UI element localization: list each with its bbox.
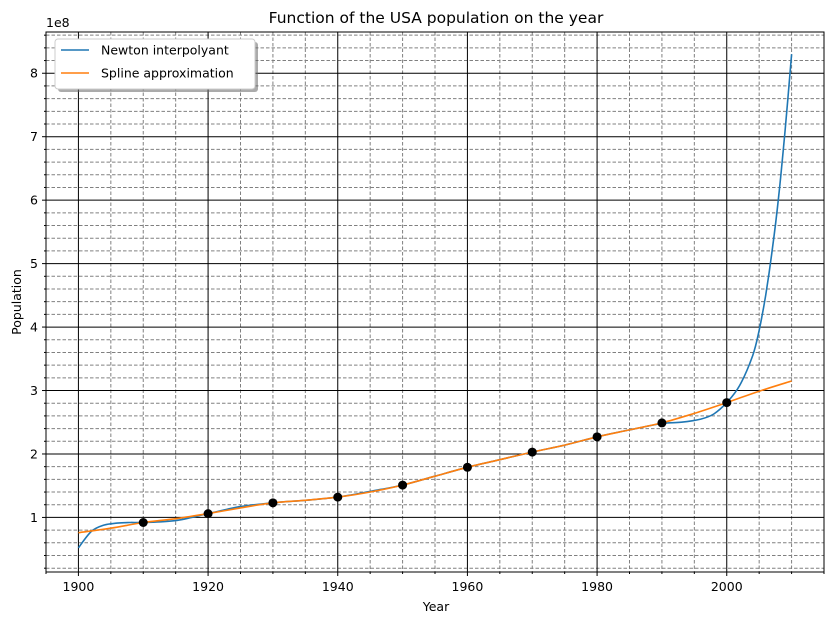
legend-box [54,38,256,90]
legend-entry-label: Newton interpolyant [101,43,229,58]
y-tick-label: 1 [30,510,38,525]
y-tick-label: 3 [30,383,38,398]
x-tick-label: 1900 [63,579,95,594]
data-point [268,498,278,508]
y-tick-label: 4 [30,320,38,335]
minor-grid [45,32,825,572]
x-tick-label: 1920 [192,579,224,594]
data-point [333,492,343,502]
x-tick-label: 1940 [322,579,354,594]
x-axis-label: Year [422,599,450,614]
data-point [203,509,213,519]
x-tick-label: 2000 [711,579,743,594]
y-tick-label: 6 [30,193,38,208]
y-axis-ticks: 1 2 3 4 5 6 7 8 [30,34,46,569]
data-point [592,432,602,442]
series-line-spline [78,380,792,534]
legend: Newton interpolyant Spline approximation [54,38,258,92]
data-point [462,462,472,472]
x-tick-label: 1980 [581,579,613,594]
y-tick-label: 7 [30,129,38,144]
chart-title: Function of the USA population on the ye… [269,9,604,27]
y-axis-label: Population [9,269,24,335]
legend-entry-label: Spline approximation [101,66,234,81]
y-tick-label: 5 [30,256,38,271]
data-point [722,398,732,408]
data-point [657,418,667,428]
data-points [138,398,732,528]
y-tick-label: 2 [30,446,38,461]
major-grid [46,32,824,572]
data-point [527,447,537,457]
x-tick-label: 1960 [452,579,484,594]
data-point [138,518,148,528]
y-tick-label: 8 [30,66,38,81]
series-lines [77,54,793,549]
data-point [398,480,408,490]
y-offset-label: 1e8 [46,15,70,30]
x-axis-ticks: 1900 1920 1940 1960 1980 2000 [45,572,825,594]
